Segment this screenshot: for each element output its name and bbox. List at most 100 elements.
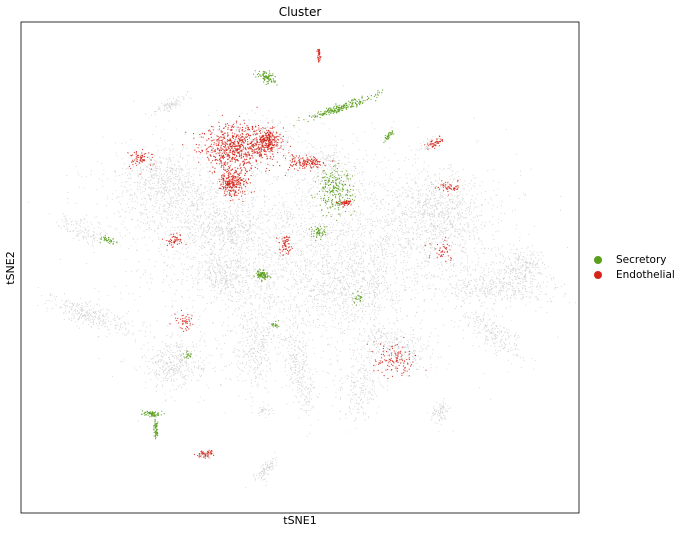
scatter-point [107,320,110,322]
scatter-point [148,229,150,231]
scatter-point [265,267,267,269]
scatter-point [370,222,372,225]
scatter-point [295,306,297,308]
scatter-point [538,272,540,274]
scatter-point [464,184,466,186]
scatter-point [236,206,238,208]
scatter-point [305,261,307,264]
scatter-point [92,321,94,323]
scatter-point [373,262,375,264]
scatter-point [357,233,359,235]
scatter-point [501,289,503,291]
scatter-point [480,210,482,212]
scatter-point [134,149,136,151]
scatter-point [167,325,169,327]
scatter-point [295,253,297,255]
scatter-point [337,239,339,241]
scatter-point [193,185,195,187]
scatter-point [323,282,325,284]
scatter-point [557,286,559,288]
scatter-point [200,227,202,229]
scatter-point [160,254,162,256]
scatter-point [180,191,182,193]
scatter-point [194,190,196,193]
scatter-point [536,297,539,299]
scatter-point [466,297,468,299]
scatter-point [546,311,548,313]
scatter-point [240,288,242,290]
scatter-point [345,295,347,297]
scatter-point [71,306,74,308]
scatter-point [233,252,235,254]
scatter-point [355,215,357,217]
scatter-point [453,270,455,272]
scatter-point [282,205,284,207]
scatter-point [71,314,73,316]
scatter-point [178,199,180,202]
scatter-point [226,295,228,297]
scatter-point [495,300,497,302]
scatter-point [495,349,497,351]
scatter-point [200,169,202,171]
scatter-point [163,278,165,281]
scatter-point [279,233,281,235]
scatter-point [275,289,278,291]
scatter-point [226,238,228,240]
scatter-point [225,251,227,253]
scatter-point [400,310,402,312]
scatter-point [469,274,471,276]
scatter-point [55,304,57,306]
scatter-point [465,267,467,269]
scatter-point [163,244,165,246]
scatter-point [486,307,488,310]
scatter-point [437,203,439,205]
scatter-point [374,280,376,283]
scatter-point [311,250,313,252]
scatter-point [168,120,170,122]
scatter-point [511,289,513,291]
scatter-point [181,283,183,285]
scatter-point [438,231,440,234]
scatter-point [470,232,472,234]
scatter-point [203,241,205,243]
scatter-point [127,177,129,179]
scatter-point [206,181,208,183]
scatter-point [253,270,255,273]
scatter-point [445,290,447,292]
scatter-point [432,192,434,194]
scatter-point [435,288,437,290]
scatter-point [119,232,121,234]
scatter-point [356,280,358,282]
scatter-point [473,230,475,232]
scatter-point [371,193,373,195]
scatter-point [341,386,343,388]
scatter-point [121,181,123,183]
scatter-point [351,296,353,298]
scatter-point [460,219,462,221]
scatter-point [279,230,281,232]
scatter-point [167,221,169,223]
scatter-point [453,266,455,268]
scatter-point [355,268,357,270]
scatter-point [322,223,324,225]
scatter-point [264,261,266,264]
scatter-point [484,279,486,282]
scatter-point [102,173,104,176]
scatter-point [297,323,299,325]
scatter-point [227,224,229,226]
scatter-point [286,216,288,218]
scatter-point [295,355,297,357]
scatter-point [504,260,506,262]
scatter-point [274,196,276,198]
scatter-point [500,262,502,264]
scatter-point [288,217,290,219]
scatter-point [290,192,292,194]
scatter-point [385,167,387,169]
scatter-point [276,296,278,298]
scatter-point [482,277,484,279]
scatter-point [307,307,310,309]
scatter-point [232,242,234,244]
scatter-point [326,344,329,346]
scatter-point [373,325,375,327]
scatter-point [369,247,372,249]
